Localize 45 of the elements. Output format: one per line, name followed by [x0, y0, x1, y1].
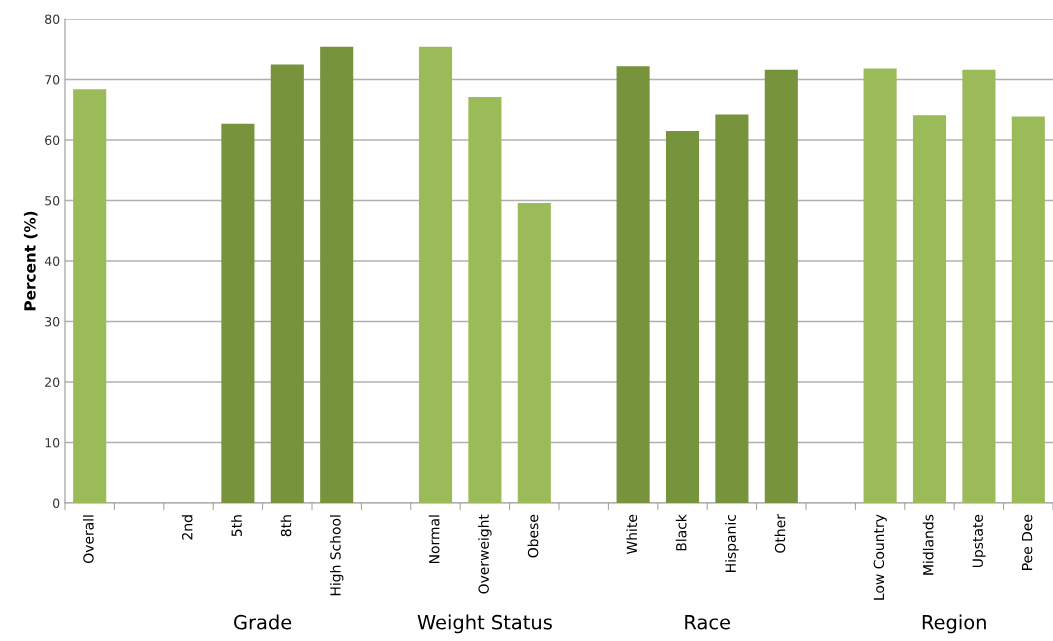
y-tick-label: 30: [45, 316, 60, 327]
bar: [962, 69, 996, 503]
x-tick-label: Low Country: [873, 514, 887, 600]
x-tick-label: 2nd: [181, 515, 193, 540]
y-tick-label: 70: [45, 74, 60, 85]
x-tick-label: Overweight: [478, 514, 492, 594]
y-axis-title: Percent (%): [23, 211, 38, 311]
bar: [863, 68, 897, 503]
x-tick-label: White: [626, 514, 638, 555]
bar: [912, 115, 947, 503]
text: Race: [685, 615, 730, 630]
bar: [616, 66, 650, 503]
x-tick-label: Obese: [527, 514, 539, 558]
x-tick-label: Black: [675, 514, 687, 551]
y-tick-label: 20: [45, 377, 60, 387]
text: Region: [922, 614, 986, 634]
x-tick-label: High School: [329, 515, 344, 596]
y-tick-label: 50: [45, 195, 60, 206]
y-tick-label: 80: [45, 14, 60, 24]
text: Grade: [234, 614, 292, 630]
x-tick-label: Hispanic: [725, 514, 739, 572]
text: Weight Status: [417, 614, 552, 634]
x-tick-label: 8th: [280, 515, 292, 537]
bar: [221, 123, 255, 503]
bar: [715, 114, 749, 503]
bar: [517, 202, 551, 503]
bar: [468, 97, 502, 503]
y-tick-label: 0: [53, 498, 60, 508]
y-tick-label: 40: [44, 256, 60, 266]
bar: [73, 89, 107, 503]
x-tick-label: Overall: [82, 515, 94, 563]
bar: [1011, 116, 1045, 503]
x-tick-label: Upstate: [972, 514, 986, 568]
bar: [418, 46, 453, 503]
x-tick-label: Normal: [428, 515, 440, 563]
x-tick-label: Pee Dee: [1022, 514, 1033, 570]
y-tick-label: 60: [45, 135, 60, 145]
x-tick-label: Midlands: [922, 514, 934, 575]
y-tick-label: 10: [45, 437, 60, 448]
bar: [270, 64, 304, 503]
bar: [665, 130, 700, 503]
bar: [320, 46, 354, 503]
bar: [764, 69, 798, 503]
x-tick-label: 5th: [231, 515, 242, 537]
x-tick-label: Other: [774, 514, 786, 553]
